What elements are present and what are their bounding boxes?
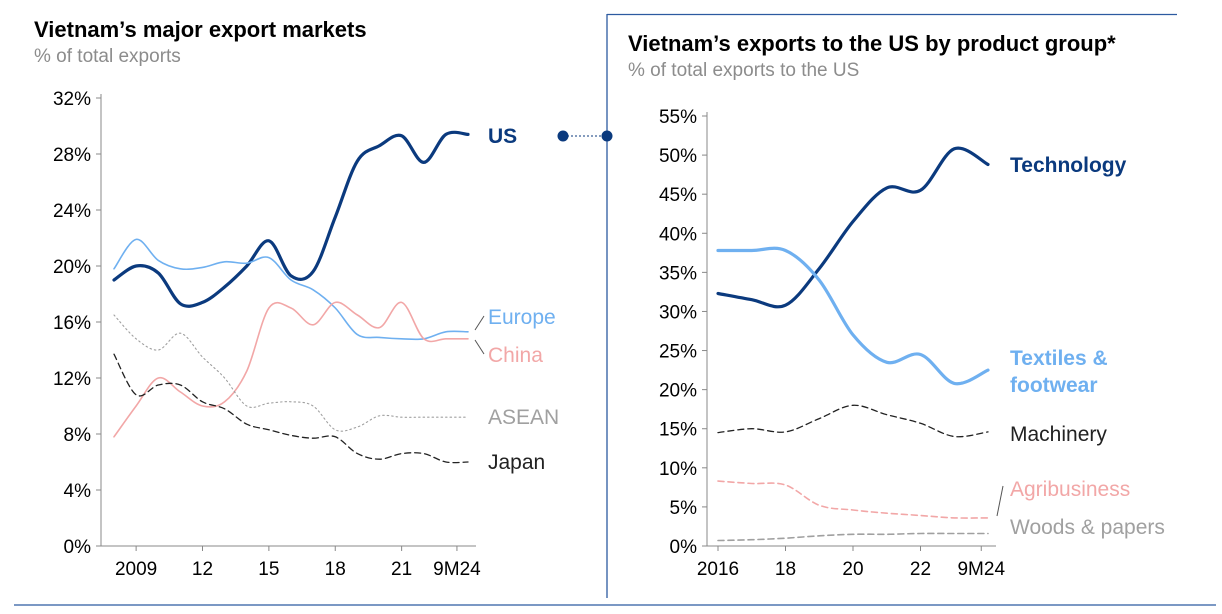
right-label-line: Woods & papers — [1010, 516, 1165, 539]
right-label-agribusiness: Agribusiness — [1010, 478, 1130, 501]
right-y-tick-label: 40% — [659, 224, 697, 245]
right-label-line: footwear — [1010, 374, 1098, 397]
right-label-machinery: Machinery — [1010, 423, 1107, 446]
right-y-tick-label: 50% — [659, 146, 697, 167]
left-x-tick-label: 2009 — [115, 559, 157, 580]
left-series-europe — [113, 238, 469, 341]
right-x-tick-label: 20 — [842, 559, 863, 580]
left-y-tick-label: 24% — [53, 201, 91, 222]
right-y-tick-label: 45% — [659, 185, 697, 206]
right-y-tick-label: 25% — [659, 342, 697, 363]
right-chart-subtitle: % of total exports to the US — [628, 60, 860, 81]
left-y-tick-label: 28% — [53, 145, 91, 166]
left-label-asean: ASEAN — [488, 406, 559, 429]
left-china-leader-line — [474, 339, 485, 355]
left-series-us — [112, 130, 470, 308]
us-connector-dot-left — [557, 130, 569, 142]
left-label-china: China — [488, 344, 543, 367]
right-series-machinery — [717, 404, 989, 438]
right-y-tick-label: 30% — [659, 302, 697, 323]
left-series-asean — [113, 314, 469, 432]
left-chart: 0% 4% 8% 12% 16% 20% 24% 28% 32% 2009 12 15 18 21 9M24… — [53, 89, 559, 580]
right-label-technology: Technology — [1010, 154, 1127, 177]
left-europe-leader-line — [474, 315, 485, 331]
left-chart-title: Vietnam’s major export markets — [34, 17, 367, 42]
left-y-tick-label: 0% — [64, 537, 92, 558]
left-chart-subtitle: % of total exports — [34, 46, 181, 67]
left-y-tick-label: 20% — [53, 257, 91, 278]
right-x-tick-label: 22 — [910, 559, 931, 580]
left-label-us: US — [488, 125, 517, 148]
left-y-tick-label: 12% — [53, 369, 91, 390]
left-x-tick-label: 12 — [192, 559, 213, 580]
right-y-tick-label: 35% — [659, 263, 697, 284]
right-agri-woods-leader-line — [996, 485, 1004, 517]
right-chart-title: Vietnam’s exports to the US by product g… — [628, 31, 1116, 56]
left-y-tick-label: 4% — [64, 481, 92, 502]
left-x-tick-label: 15 — [258, 559, 279, 580]
left-x-tick-label: 18 — [325, 559, 346, 580]
left-y-tick-label: 32% — [53, 89, 91, 110]
right-label-line: Textiles & — [1010, 347, 1108, 370]
right-y-tick-label: 5% — [670, 498, 698, 519]
right-y-tick-label: 55% — [659, 107, 697, 128]
right-series-agribusiness — [717, 480, 989, 519]
right-x-tick-label: 18 — [775, 559, 796, 580]
right-label-line: Machinery — [1010, 423, 1107, 446]
left-y-tick-label: 16% — [53, 313, 91, 334]
right-series-textiles-footwear — [716, 246, 990, 386]
right-x-tick-label: 2016 — [697, 559, 739, 580]
left-label-japan: Japan — [488, 451, 545, 474]
right-label-line: Agribusiness — [1010, 478, 1130, 501]
left-label-europe: Europe — [488, 306, 556, 329]
right-x-tick-label: 9M24 — [957, 559, 1005, 580]
right-chart: 0% 5% 10% 15% 20% 25% 30% 35% 40% 45% 50% 55% 2016 18… — [659, 107, 1165, 580]
right-y-tick-label: 20% — [659, 381, 697, 402]
us-connector-dot-right — [601, 130, 613, 142]
left-x-tick-label: 21 — [391, 559, 412, 580]
left-series-japan — [113, 353, 469, 464]
right-series-technology — [716, 146, 990, 309]
right-label-textiles-footwear: Textiles & footwear — [1010, 347, 1108, 397]
left-series-china — [113, 301, 469, 438]
right-y-tick-label: 10% — [659, 459, 697, 480]
right-series-woods-papers — [717, 532, 989, 542]
left-y-tick-label: 8% — [64, 425, 92, 446]
right-label-line: Technology — [1010, 154, 1127, 177]
left-x-tick-label: 9M24 — [433, 559, 481, 580]
right-y-tick-label: 15% — [659, 420, 697, 441]
right-label-woods-papers: Woods & papers — [1010, 516, 1165, 539]
right-y-tick-label: 0% — [670, 537, 698, 558]
